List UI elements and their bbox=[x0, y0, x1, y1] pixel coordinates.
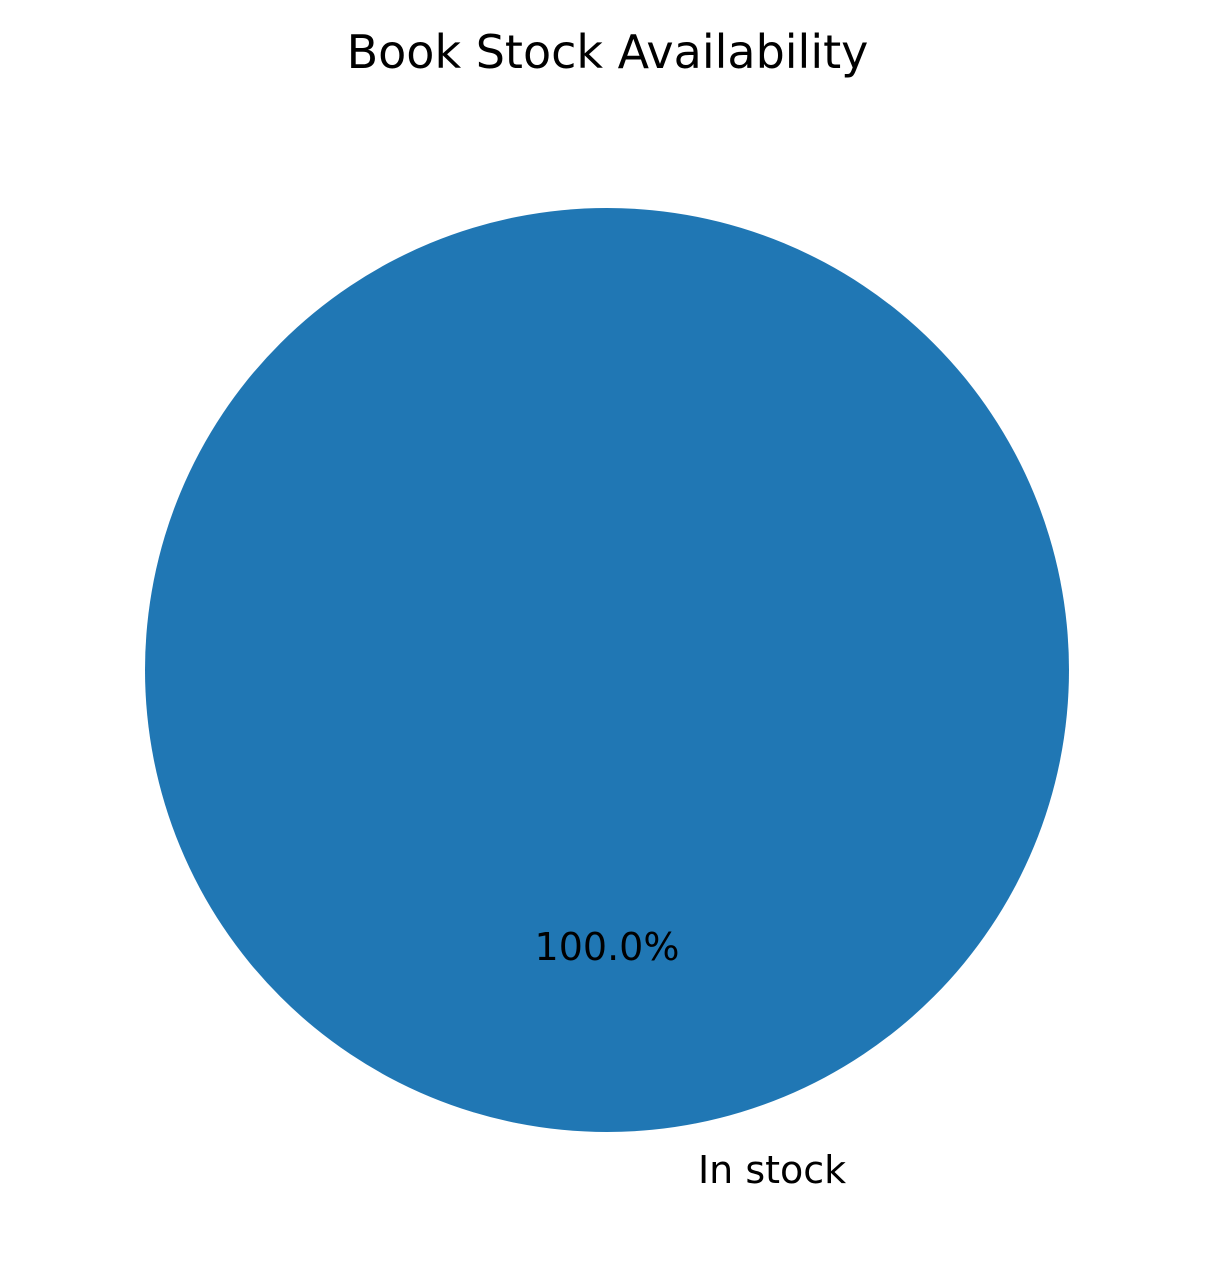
slice-percent-label-0: 100.0% bbox=[535, 925, 680, 969]
pie-slice-0 bbox=[145, 208, 1069, 1132]
labels-layer: 100.0% In stock bbox=[535, 925, 847, 1192]
slice-category-label-0: In stock bbox=[698, 1148, 846, 1192]
chart-title: Book Stock Availability bbox=[346, 25, 869, 79]
slices-layer bbox=[145, 208, 1069, 1132]
